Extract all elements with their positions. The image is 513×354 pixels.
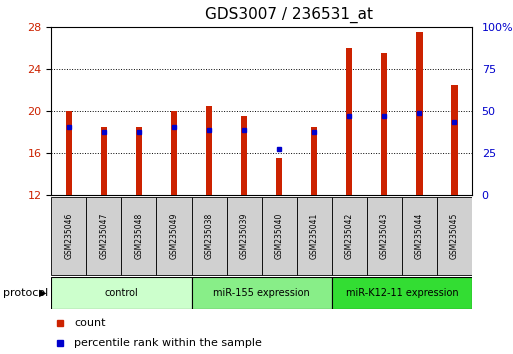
- Text: GSM235042: GSM235042: [345, 213, 354, 259]
- Bar: [51, 196, 86, 275]
- Bar: [402, 196, 437, 275]
- Bar: [191, 196, 227, 275]
- Bar: [451, 85, 458, 195]
- Text: GSM235038: GSM235038: [205, 213, 213, 259]
- Text: percentile rank within the sample: percentile rank within the sample: [74, 338, 262, 348]
- Text: miR-K12-11 expression: miR-K12-11 expression: [346, 288, 458, 298]
- Text: control: control: [105, 288, 139, 298]
- Text: GSM235048: GSM235048: [134, 213, 144, 259]
- Bar: [416, 32, 423, 195]
- Bar: [122, 196, 156, 275]
- Bar: [262, 196, 297, 275]
- Bar: [86, 196, 122, 275]
- Text: GSM235049: GSM235049: [169, 213, 179, 259]
- Text: GSM235044: GSM235044: [415, 213, 424, 259]
- Bar: [381, 53, 387, 195]
- Bar: [101, 127, 107, 195]
- Bar: [51, 277, 191, 309]
- Bar: [311, 127, 318, 195]
- Bar: [297, 196, 332, 275]
- Text: GDS3007 / 236531_at: GDS3007 / 236531_at: [205, 7, 373, 23]
- Bar: [171, 111, 177, 195]
- Bar: [346, 48, 352, 195]
- Text: count: count: [74, 318, 106, 327]
- Bar: [241, 116, 247, 195]
- Bar: [227, 196, 262, 275]
- Bar: [332, 196, 367, 275]
- Text: GSM235041: GSM235041: [310, 213, 319, 259]
- Text: GSM235039: GSM235039: [240, 213, 249, 259]
- Text: GSM235047: GSM235047: [100, 213, 108, 259]
- Bar: [156, 196, 191, 275]
- Text: GSM235040: GSM235040: [274, 213, 284, 259]
- Text: GSM235046: GSM235046: [64, 213, 73, 259]
- Bar: [276, 158, 282, 195]
- Bar: [206, 106, 212, 195]
- Bar: [332, 277, 472, 309]
- Bar: [367, 196, 402, 275]
- Text: ▶: ▶: [38, 288, 46, 298]
- Bar: [191, 277, 332, 309]
- Text: GSM235043: GSM235043: [380, 213, 389, 259]
- Bar: [66, 111, 72, 195]
- Text: miR-155 expression: miR-155 expression: [213, 288, 310, 298]
- Text: GSM235045: GSM235045: [450, 213, 459, 259]
- Text: protocol: protocol: [3, 288, 48, 298]
- Bar: [136, 127, 142, 195]
- Bar: [437, 196, 472, 275]
